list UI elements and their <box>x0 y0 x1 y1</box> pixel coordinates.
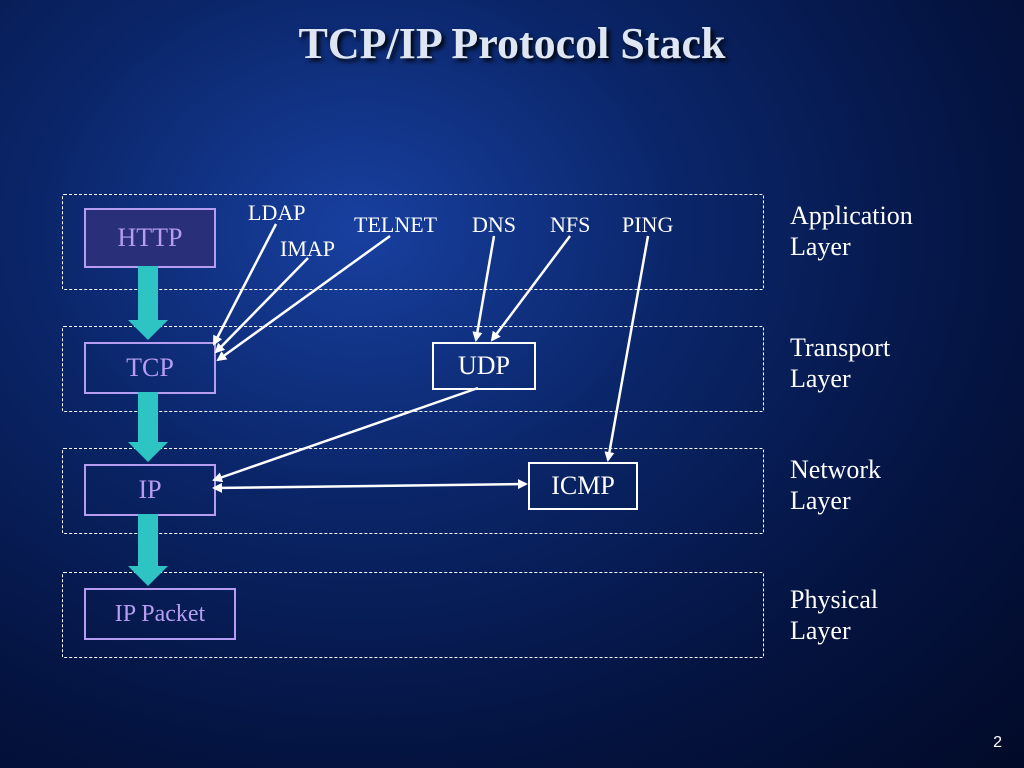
layer-label-line1: Physical <box>790 585 878 614</box>
layer-label-line2: Layer <box>790 364 851 393</box>
layer-label-line2: Layer <box>790 486 851 515</box>
node-tcp: TCP <box>84 342 216 394</box>
layer-label-network: Network Layer <box>790 454 881 516</box>
node-icmp: ICMP <box>528 462 638 510</box>
node-ip: IP <box>84 464 216 516</box>
node-label: IP Packet <box>115 601 205 628</box>
label-telnet: TELNET <box>354 212 437 238</box>
layer-label-line2: Layer <box>790 616 851 645</box>
node-udp: UDP <box>432 342 536 390</box>
node-label: TCP <box>126 353 174 383</box>
layer-label-line1: Application <box>790 201 913 230</box>
label-imap: IMAP <box>280 236 335 262</box>
layer-label-line1: Network <box>790 455 881 484</box>
node-http: HTTP <box>84 208 216 268</box>
node-ip-packet: IP Packet <box>84 588 236 640</box>
label-ping: PING <box>622 212 673 238</box>
label-nfs: NFS <box>550 212 590 238</box>
layer-label-line2: Layer <box>790 232 851 261</box>
label-ldap: LDAP <box>248 200 305 226</box>
page-number: 2 <box>993 734 1002 752</box>
layer-label-physical: Physical Layer <box>790 584 878 646</box>
layer-label-application: Application Layer <box>790 200 913 262</box>
node-label: HTTP <box>118 223 183 253</box>
label-dns: DNS <box>472 212 516 238</box>
slide-title: TCP/IP Protocol Stack <box>0 18 1024 69</box>
node-label: IP <box>138 475 161 505</box>
node-label: UDP <box>458 351 510 381</box>
node-label: ICMP <box>551 471 615 501</box>
layer-label-line1: Transport <box>790 333 890 362</box>
layer-label-transport: Transport Layer <box>790 332 890 394</box>
slide: TCP/IP Protocol Stack Application Layer … <box>0 0 1024 768</box>
